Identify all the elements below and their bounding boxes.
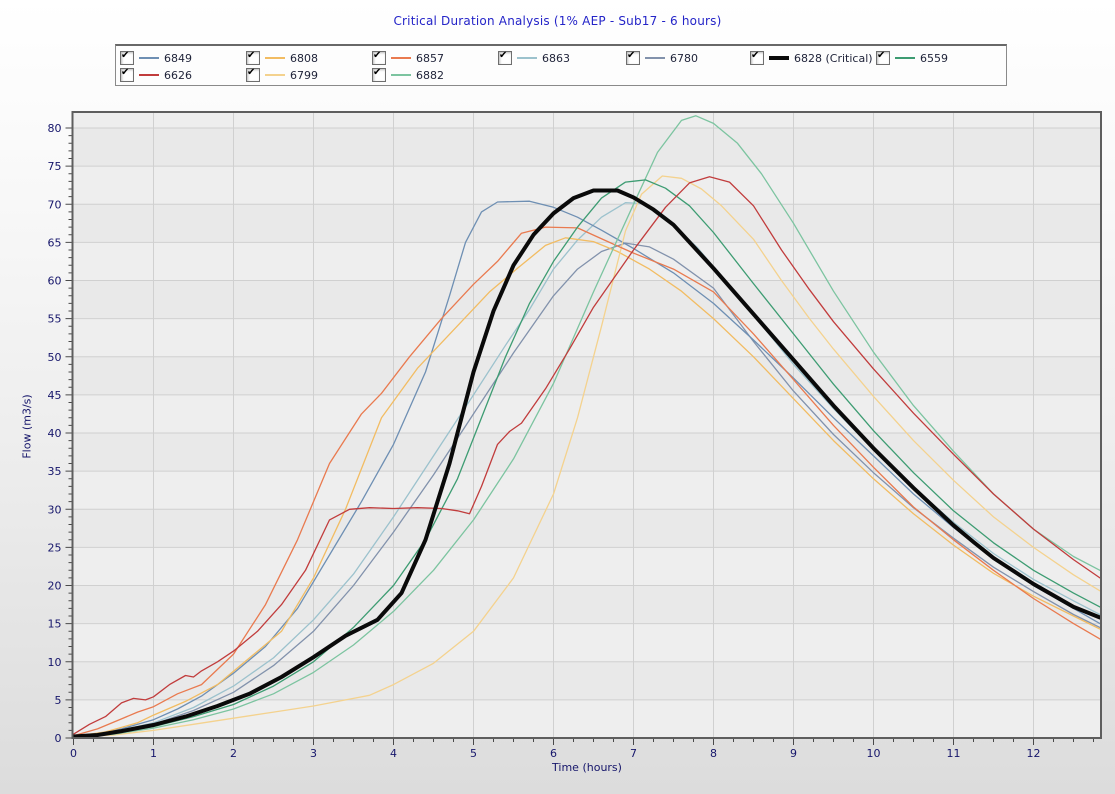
legend-swatch-6780	[645, 57, 665, 59]
legend-checkbox-6808[interactable]	[246, 50, 260, 65]
plot-band	[74, 281, 1102, 319]
x-tick-label: 6	[550, 747, 557, 760]
y-tick-label: 20	[48, 580, 62, 593]
legend-swatch-6857	[391, 57, 411, 59]
y-tick-label: 35	[48, 465, 62, 478]
legend-swatch-6882	[391, 74, 411, 76]
x-tick-label: 8	[710, 747, 717, 760]
legend-item-6799: 6799	[246, 67, 318, 83]
legend-item-6849: 6849	[120, 50, 192, 66]
y-tick-label: 70	[48, 198, 62, 211]
y-tick-label: 65	[48, 236, 62, 249]
legend-checkbox-6559[interactable]	[876, 50, 890, 65]
legend-item-6559: 6559	[876, 50, 948, 66]
plot-band	[74, 662, 1102, 700]
legend-swatch-6626	[139, 74, 159, 76]
chart-title: Critical Duration Analysis (1% AEP - Sub…	[393, 14, 722, 28]
x-tick-label: 4	[390, 747, 397, 760]
legend-swatch-6828	[769, 56, 789, 60]
legend-checkbox-6857[interactable]	[372, 50, 386, 65]
series-line-6857[interactable]	[72, 226, 1101, 737]
legend-checkbox-6863[interactable]	[498, 50, 512, 65]
y-tick-label: 25	[48, 541, 62, 554]
y-tick-label: 10	[48, 656, 62, 669]
x-tick-label: 9	[790, 747, 797, 760]
legend-label-6857: 6857	[416, 51, 444, 65]
plot-frame	[71, 111, 1102, 739]
x-tick-label: 7	[630, 747, 637, 760]
x-tick-label: 12	[1027, 747, 1041, 760]
legend-item-6857: 6857	[372, 50, 444, 66]
legend-item-6863: 6863	[498, 50, 570, 66]
x-tick-label: 1	[150, 747, 157, 760]
legend-label-6808: 6808	[290, 51, 318, 65]
series-line-6808[interactable]	[72, 237, 1101, 738]
y-tick-label: 55	[48, 313, 62, 326]
legend-checkbox-6799[interactable]	[246, 67, 260, 82]
x-tick-label: 2	[230, 747, 237, 760]
plot-band	[74, 128, 1102, 166]
y-tick-label: 40	[48, 427, 62, 440]
plot-band	[74, 509, 1102, 547]
legend-checkbox-6882[interactable]	[372, 67, 386, 82]
legend-label-6626: 6626	[164, 68, 192, 82]
legend-label-6882: 6882	[416, 68, 444, 82]
y-tick-label: 75	[48, 160, 62, 173]
x-tick-label: 5	[470, 747, 477, 760]
legend-label-6559: 6559	[920, 51, 948, 65]
legend-label-6849: 6849	[164, 51, 192, 65]
legend-swatch-6559	[895, 57, 915, 59]
y-tick-label: 45	[48, 389, 62, 402]
legend-item-6828: 6828 (Critical)	[750, 50, 873, 66]
y-tick-label: 30	[48, 503, 62, 516]
legend-item-6780: 6780	[626, 50, 698, 66]
legend-checkbox-6626[interactable]	[120, 67, 134, 82]
y-tick-label: 60	[48, 275, 62, 288]
y-tick-label: 50	[48, 351, 62, 364]
y-tick-label: 15	[48, 618, 62, 631]
x-axis-title: Time (hours)	[552, 761, 622, 774]
legend-swatch-6799	[265, 74, 285, 76]
legend-label-6799: 6799	[290, 68, 318, 82]
y-tick-label: 0	[55, 732, 62, 745]
plot-band	[74, 586, 1102, 624]
legend-swatch-6808	[265, 57, 285, 59]
series-line-6559[interactable]	[72, 179, 1101, 738]
legend-swatch-6863	[517, 57, 537, 59]
y-axis-title: Flow (m3/s)	[20, 394, 34, 459]
legend-checkbox-6828[interactable]	[750, 50, 764, 65]
y-tick-label: 5	[55, 694, 62, 707]
plot-band	[74, 357, 1102, 395]
plot-band	[74, 204, 1102, 242]
x-tick-label: 10	[867, 747, 881, 760]
legend-checkbox-6780[interactable]	[626, 50, 640, 65]
series-line-6626[interactable]	[72, 176, 1101, 735]
series-line-6799[interactable]	[72, 175, 1101, 738]
legend-label-6780: 6780	[670, 51, 698, 65]
legend-item-6808: 6808	[246, 50, 318, 66]
x-tick-label: 0	[70, 747, 77, 760]
x-tick-label: 3	[310, 747, 317, 760]
legend: 6849 6808 6857 6863 6780 6828 (Critical) 6559 6…	[115, 44, 1007, 86]
legend-label-6828: 6828 (Critical)	[794, 51, 873, 65]
series-line-6828[interactable]	[71, 188, 1102, 739]
series-line-6882[interactable]	[72, 115, 1101, 738]
legend-swatch-6849	[139, 57, 159, 59]
y-tick-label: 80	[48, 122, 62, 135]
plot-band	[74, 433, 1102, 471]
legend-checkbox-6849[interactable]	[120, 50, 134, 65]
x-tick-label: 11	[947, 747, 961, 760]
legend-item-6882: 6882	[372, 67, 444, 83]
legend-item-6626: 6626	[120, 67, 192, 83]
legend-label-6863: 6863	[542, 51, 570, 65]
